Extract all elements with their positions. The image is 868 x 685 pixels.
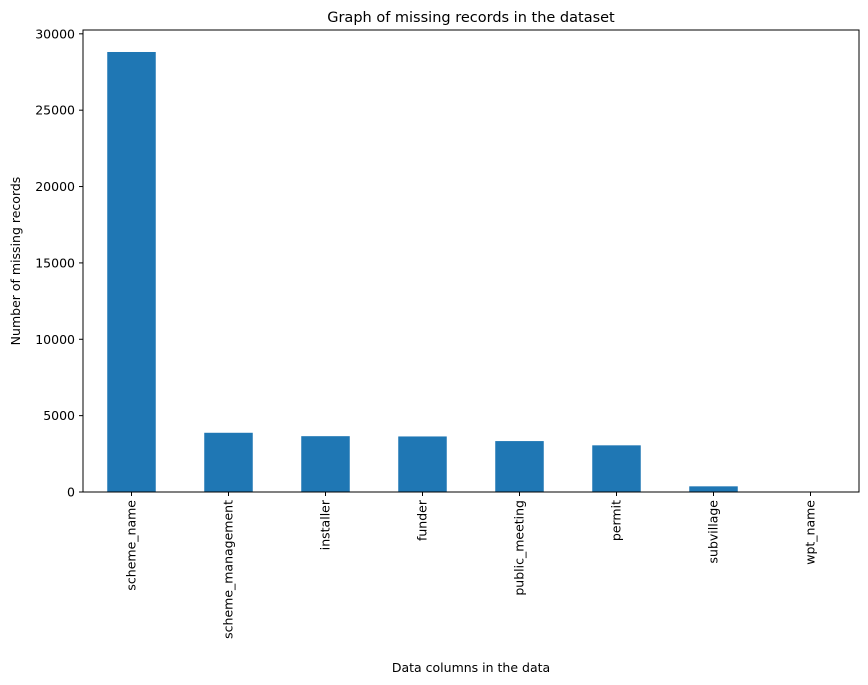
y-tick-label-10000: 10000 [35,332,75,347]
y-tick-label-25000: 25000 [35,103,75,118]
y-tick-label-20000: 20000 [35,179,75,194]
x-tick-label-scheme_management: scheme_management [221,500,236,639]
y-tick-label-15000: 15000 [35,255,75,270]
bar-scheme_name [107,51,156,492]
x-axis: scheme_name scheme_management installer fun… [124,492,818,639]
y-tick-label-5000: 5000 [43,408,75,423]
x-axis-label: Data columns in the data [392,660,550,675]
x-tick-label-public_meeting: public_meeting [512,500,527,596]
x-tick-label-wpt_name: wpt_name [803,500,818,565]
plot-frame [82,29,860,493]
bar-scheme_management [204,432,253,492]
bar-funder [398,436,447,492]
y-tick-label-30000: 30000 [35,26,75,41]
chart-title: Graph of missing records in the dataset [327,10,615,26]
x-tick-label-subvillage: subvillage [706,500,721,564]
bars-group [107,51,835,492]
bar-subvillage [689,486,738,492]
x-tick-label-permit: permit [609,500,624,541]
x-tick-label-installer: installer [318,499,333,550]
y-axis: 0 5000 10000 15000 20000 25000 30000 [35,26,83,500]
y-axis-label: Number of missing records [8,177,23,346]
y-tick-label-0: 0 [67,485,75,500]
x-tick-label-funder: funder [415,499,430,541]
bar-public_meeting [495,441,544,492]
x-tick-label-scheme_name: scheme_name [124,500,139,591]
bar-installer [301,436,350,492]
bar-permit [592,445,641,492]
